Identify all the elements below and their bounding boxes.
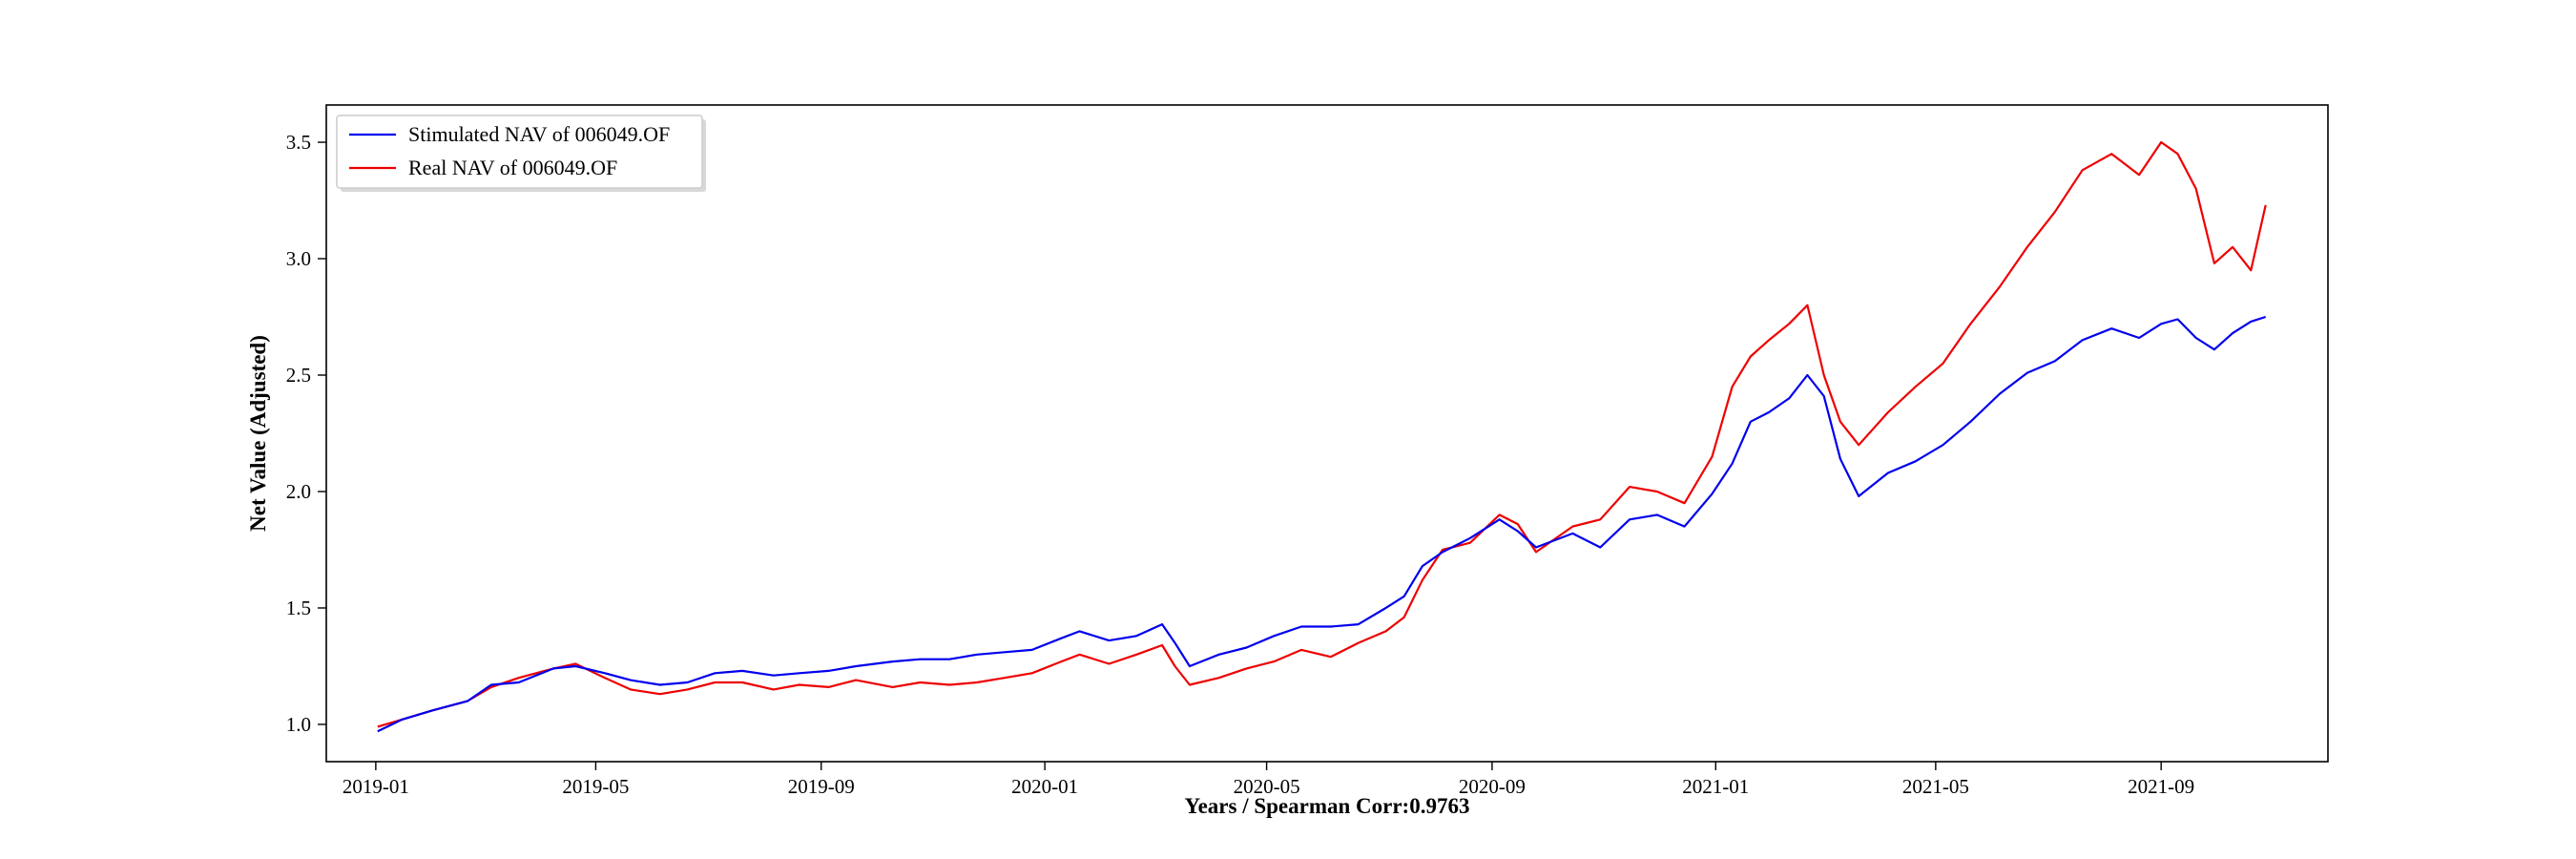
- legend-label-stimulated: Stimulated NAV of 006049.OF: [408, 122, 670, 146]
- y-tick-label: 2.0: [286, 480, 311, 503]
- legend-box: [336, 115, 703, 189]
- series-line-stimulated: [377, 315, 2267, 733]
- legend-label-real: Real NAV of 006049.OF: [408, 156, 617, 179]
- x-tick-label: 2021-05: [1902, 775, 1969, 798]
- x-tick-label: 2019-09: [788, 775, 855, 798]
- series-line-real: [377, 140, 2267, 728]
- x-tick-label: 2020-05: [1234, 775, 1300, 798]
- y-axis-title: Net Value (Adjusted): [246, 335, 270, 532]
- y-axis: 1.0 1.5 2.0 2.5 3.0 3.5: [286, 131, 326, 736]
- x-tick-label: 2020-01: [1011, 775, 1078, 798]
- series-layer: [377, 140, 2267, 733]
- x-tick-label: 2021-01: [1682, 775, 1749, 798]
- x-tick-label: 2019-01: [343, 775, 409, 798]
- x-axis-title: Years / Spearman Corr:0.9763: [1185, 794, 1470, 818]
- y-tick-label: 2.5: [286, 364, 311, 387]
- plot-area: [325, 104, 2329, 763]
- x-tick-label: 2021-09: [2128, 775, 2194, 798]
- y-tick-label: 1.0: [286, 713, 311, 736]
- legend: Stimulated NAV of 006049.OF Real NAV of …: [336, 115, 706, 192]
- x-tick-label: 2019-05: [562, 775, 629, 798]
- y-tick-label: 1.5: [286, 597, 311, 619]
- x-tick-label: 2020-09: [1459, 775, 1526, 798]
- x-axis: 2019-01 2019-05 2019-09 2020-01 2020-05 2020-…: [343, 762, 2194, 798]
- y-tick-label: 3.5: [286, 131, 311, 154]
- y-tick-label: 3.0: [286, 247, 311, 270]
